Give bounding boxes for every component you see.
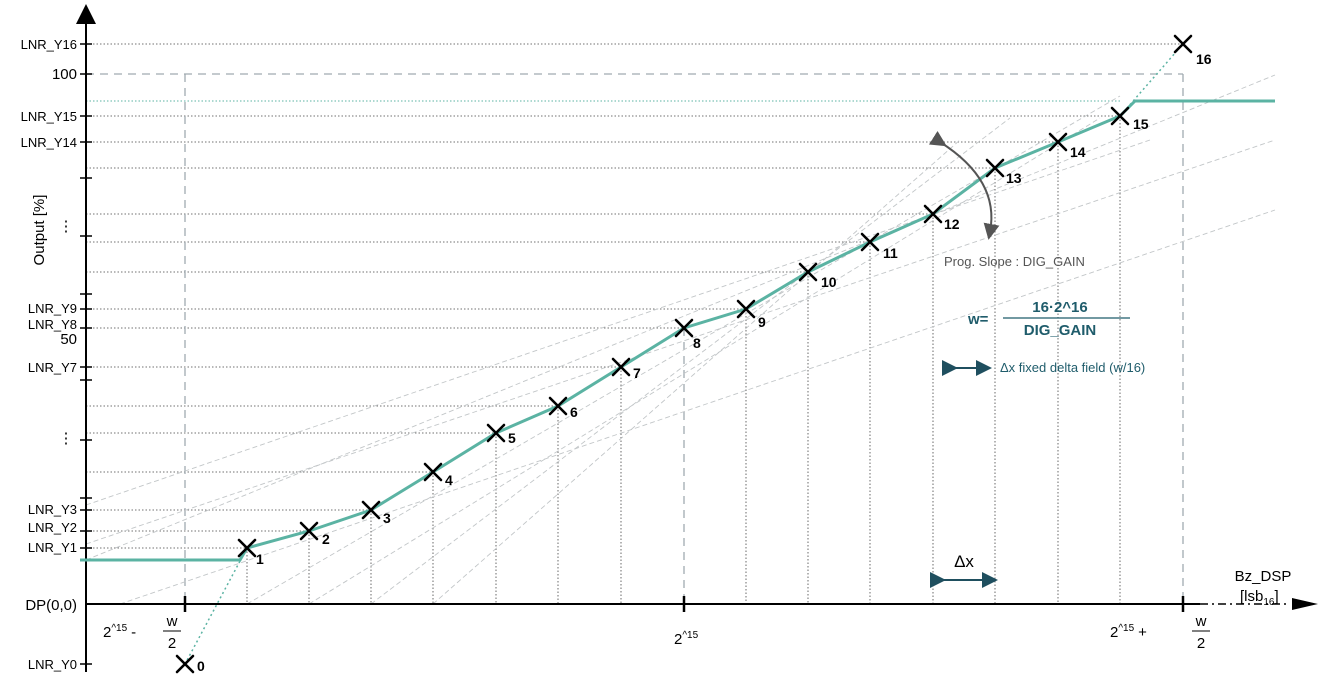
x-label-right-base: 2 <box>1110 624 1118 641</box>
slope-annotation: Prog. Slope : DIG_GAIN <box>944 254 1085 269</box>
y-label-100: 100 <box>52 66 77 83</box>
point-marker-7 <box>611 357 631 377</box>
point-marker-11 <box>860 232 880 252</box>
point-marker-16 <box>1173 34 1193 54</box>
w-formula-lhs: w= <box>967 311 989 328</box>
y-label-y1: LNR_Y1 <box>28 540 77 555</box>
point-label-13: 13 <box>1006 170 1022 186</box>
x-ticks <box>183 596 1185 612</box>
y-label-y7: LNR_Y7 <box>28 360 77 375</box>
x-axis-arrowhead <box>1292 598 1318 610</box>
y-label-50: 50 <box>60 331 77 348</box>
point-marker-15 <box>1110 106 1130 126</box>
point-label-4: 4 <box>445 472 453 488</box>
point-label-8: 8 <box>693 335 701 351</box>
x-label-right-frac-num: w <box>1195 613 1207 630</box>
point-label-12: 12 <box>944 216 960 232</box>
x-label-right: 2^15 + w 2 <box>1110 613 1210 652</box>
x-axis-unit-open: [lsb <box>1240 588 1263 605</box>
x-axis-title-line2: [lsb16] <box>1240 588 1279 608</box>
x-label-right-frac-den: 2 <box>1197 635 1205 652</box>
point-label-11: 11 <box>883 245 898 261</box>
w-formula-denominator: DIG_GAIN <box>1024 322 1097 339</box>
point-label-6: 6 <box>570 404 578 420</box>
delta-x-label: Δx <box>954 552 974 571</box>
y-label-y2: LNR_Y2 <box>28 520 77 535</box>
horizontal-guides <box>86 43 1183 549</box>
point-label-9: 9 <box>758 314 766 330</box>
y-label-y14: LNR_Y14 <box>21 135 77 150</box>
x-axis-title-line1: Bz_DSP <box>1235 568 1292 585</box>
x-axis-unit-sub: 16 <box>1263 597 1275 608</box>
y-axis-title: Output [%] <box>31 195 48 266</box>
y-ellipsis-lower: ⋮ <box>59 430 74 447</box>
point-label-1: 1 <box>256 551 264 567</box>
point-label-5: 5 <box>508 430 516 446</box>
x-label-left-frac-num: w <box>166 613 178 630</box>
point-marker-1 <box>237 538 257 558</box>
extrapolation-low <box>184 547 248 665</box>
point-label-14: 14 <box>1070 144 1086 160</box>
point-marker-14 <box>1048 132 1068 152</box>
point-label-2: 2 <box>322 531 330 547</box>
point-label-16: 16 <box>1196 51 1212 67</box>
svg-text:2^15+: 2^15 + <box>1110 623 1147 641</box>
point-markers <box>175 34 1193 674</box>
point-label-0: 0 <box>197 658 205 674</box>
point-marker-0 <box>175 654 195 674</box>
x-label-right-op: + <box>1138 624 1147 641</box>
vertical-guides <box>246 116 1121 604</box>
point-marker-3 <box>361 500 381 520</box>
x-axis-unit-close: ] <box>1274 588 1278 605</box>
point-label-7: 7 <box>633 365 641 381</box>
y-label-y16: LNR_Y16 <box>21 37 77 52</box>
point-marker-6 <box>548 396 568 416</box>
point-marker-10 <box>798 262 818 282</box>
x-label-left-frac-den: 2 <box>168 635 176 652</box>
x-label-center-base: 2 <box>674 631 682 648</box>
y-label-y8: LNR_Y8 <box>28 317 77 332</box>
slope-curved-arrow <box>928 130 1000 240</box>
x-label-left-base: 2 <box>103 624 111 641</box>
point-marker-4 <box>423 462 443 482</box>
x-label-center-exp: ^15 <box>682 630 698 641</box>
y-ticks <box>80 43 92 665</box>
delta-field-annotation: Δx fixed delta field (w/16) <box>1000 360 1145 375</box>
extrapolation-high <box>1119 43 1184 117</box>
point-label-3: 3 <box>383 510 391 526</box>
point-marker-9 <box>736 299 756 319</box>
x-label-right-exp: ^15 <box>1118 623 1134 634</box>
point-label-10: 10 <box>821 274 837 290</box>
svg-text:2^15-: 2^15- <box>103 623 136 641</box>
range-boundaries <box>86 73 1184 604</box>
y-ellipsis-upper: ⋮ <box>59 218 74 235</box>
y-label-y15: LNR_Y15 <box>21 109 77 124</box>
point-label-15: 15 <box>1133 116 1149 132</box>
y-label-y9: LNR_Y9 <box>28 301 77 316</box>
y-label-y0: LNR_Y0 <box>28 657 77 672</box>
x-label-left-exp: ^15 <box>111 623 127 634</box>
y-label-y3: LNR_Y3 <box>28 502 77 517</box>
point-marker-8 <box>674 318 694 338</box>
origin-label: DP(0,0) <box>25 597 77 614</box>
point-marker-5 <box>486 423 506 443</box>
slope-rays <box>85 74 1276 605</box>
x-label-center: 2^15 <box>674 630 699 648</box>
w-formula-numerator: 16·2^16 <box>1032 299 1087 316</box>
x-label-left-op: - <box>131 624 136 641</box>
point-marker-2 <box>299 521 319 541</box>
y-axis-labels: LNR_Y16 100 LNR_Y15 LNR_Y14 ⋮ LNR_Y9 LNR… <box>21 37 77 672</box>
x-label-left: 2^15- w 2 <box>103 613 181 652</box>
